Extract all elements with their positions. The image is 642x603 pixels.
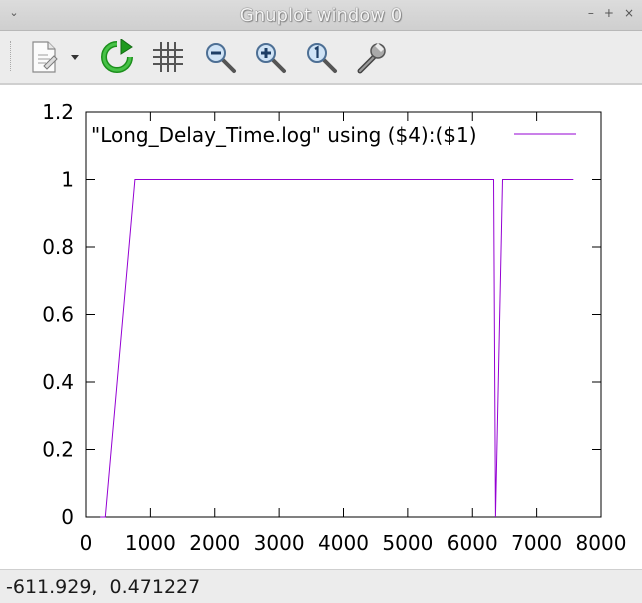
zoom-in-icon (256, 43, 286, 73)
x-axis: 0 1000 2000 3000 4000 5000 6000 7000 8000 (80, 112, 627, 555)
y-tick-label: 0 (61, 505, 74, 529)
toolbar (0, 31, 642, 84)
y-tick-label: 0.8 (42, 235, 74, 259)
zoom-out-icon (206, 43, 236, 73)
line-chart[interactable]: 0 1000 2000 3000 4000 5000 6000 7000 8000 0 0.2 0.… (0, 85, 642, 569)
maximize-button[interactable]: + (603, 6, 614, 20)
wrench-icon (357, 43, 386, 74)
legend-label: "Long_Delay_Time.log" using ($4):($1) (91, 123, 477, 147)
y-tick-label: 0.4 (42, 370, 74, 394)
zoom-previous-button[interactable] (200, 37, 240, 77)
settings-button[interactable] (352, 37, 392, 77)
plot-frame (85, 111, 602, 518)
x-tick-label: 1000 (125, 531, 176, 555)
grid-icon (153, 42, 183, 72)
x-tick-label: 5000 (382, 531, 433, 555)
zoom-next-button[interactable] (250, 37, 290, 77)
y-tick-label: 0.6 (42, 303, 74, 327)
plot-canvas[interactable]: 0 1000 2000 3000 4000 5000 6000 7000 8000 0 0.2 0.… (0, 84, 642, 569)
series-line-0 (100, 179, 574, 518)
x-tick-label: 3000 (254, 531, 305, 555)
title-bar: ⌄ Gnuplot window 0 – + × (0, 0, 642, 31)
y-tick-label: 1 (61, 168, 74, 192)
x-tick-label: 6000 (447, 531, 498, 555)
window-title: Gnuplot window 0 (239, 5, 403, 26)
x-tick-label: 2000 (189, 531, 240, 555)
window-menu-button[interactable]: ⌄ (9, 6, 19, 19)
x-tick-label: 4000 (318, 531, 369, 555)
export-dropdown-button[interactable] (66, 37, 84, 77)
x-tick-label: 8000 (576, 531, 627, 555)
mouse-coordinates: -611.929, 0.471227 (6, 576, 201, 598)
refresh-icon (101, 39, 133, 73)
series-group (100, 179, 574, 518)
minimize-button[interactable]: – (587, 6, 594, 20)
chevron-down-icon (71, 55, 79, 60)
replot-button[interactable] (97, 37, 137, 77)
unzoom-button[interactable] (301, 37, 341, 77)
y-tick-label: 1.2 (42, 100, 74, 124)
toolbar-handle[interactable] (10, 41, 13, 71)
x-tick-label: 7000 (511, 531, 562, 555)
legend: "Long_Delay_Time.log" using ($4):($1) (91, 123, 576, 147)
window-controls: – + × (588, 6, 634, 20)
close-button[interactable]: × (623, 6, 634, 20)
export-button[interactable] (24, 37, 64, 77)
status-bar: -611.929, 0.471227 (0, 569, 642, 603)
x-tick-label: 0 (80, 531, 93, 555)
export-icon (32, 41, 58, 73)
y-axis: 0 0.2 0.4 0.6 0.8 1 1.2 (42, 100, 601, 529)
grid-button[interactable] (148, 37, 188, 77)
zoom-reset-icon (307, 43, 337, 73)
y-tick-label: 0.2 (42, 438, 74, 462)
